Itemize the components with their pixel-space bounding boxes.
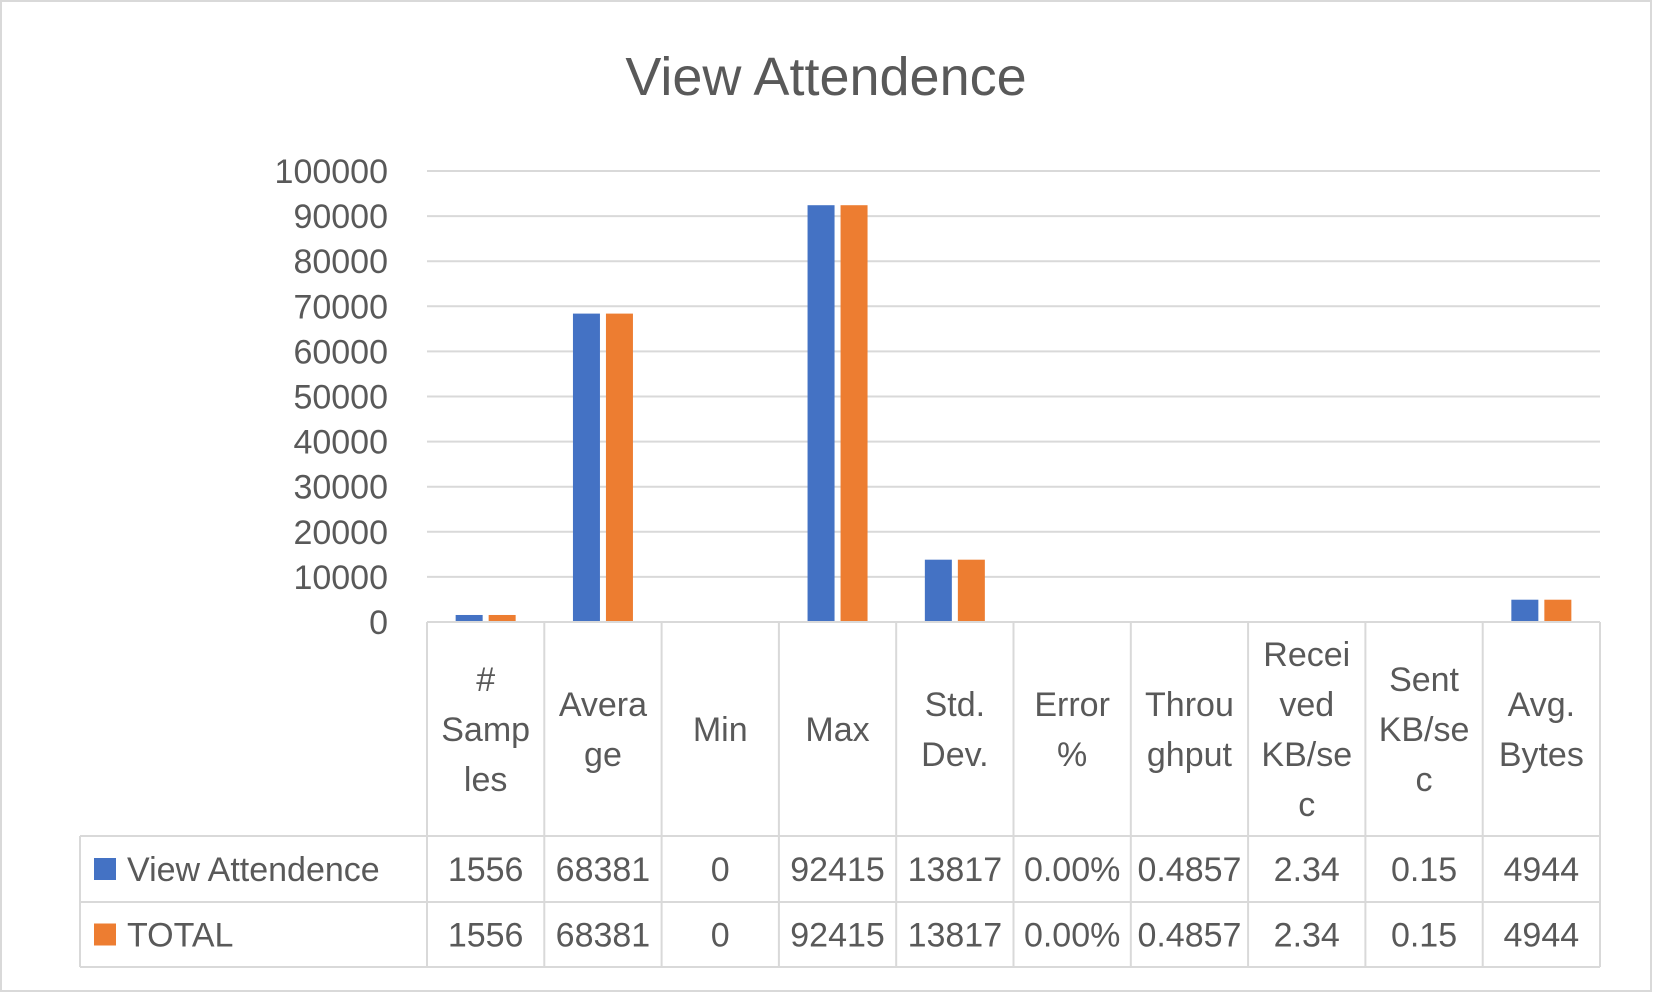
- data-table: # Samp les Avera ge Min Max Std. Dev. Error% Throu…: [79, 621, 1601, 968]
- category-label-line: ved: [1279, 686, 1334, 724]
- category-label: Std. Dev.: [921, 686, 988, 774]
- legend-key: [94, 923, 116, 946]
- category-label: Min: [693, 711, 748, 749]
- category-label-line: Recei: [1263, 636, 1350, 674]
- category-label: Max: [805, 711, 869, 749]
- table-value: 0.15: [1391, 917, 1457, 955]
- category-label-line: %: [1057, 736, 1087, 774]
- bar-view-attendence: [455, 614, 483, 622]
- table-value: 2.34: [1274, 851, 1340, 889]
- category-label-line: Sent: [1389, 661, 1459, 699]
- bar-view-attendence: [807, 205, 835, 622]
- bar-total: [1544, 599, 1572, 622]
- table-value: 13817: [908, 851, 1003, 889]
- y-tick-label: 60000: [293, 333, 388, 371]
- bar-total: [605, 313, 633, 622]
- category-label-line: Avg.: [1508, 686, 1575, 724]
- category-label-line: Max: [805, 711, 869, 749]
- series-name: TOTAL: [127, 917, 233, 955]
- y-tick-label: 50000: [293, 379, 388, 417]
- table-value: 0.15: [1391, 851, 1457, 889]
- table-value: 68381: [556, 917, 651, 955]
- y-axis: 0 10000 20000 30000 40000 50000 60000 70000 8000…: [275, 153, 388, 642]
- category-label-line: Error: [1034, 686, 1110, 724]
- y-tick-label: 90000: [293, 198, 388, 236]
- category-label-line: Throu: [1145, 686, 1234, 724]
- table-value: 68381: [556, 851, 651, 889]
- category-label-line: ge: [584, 736, 622, 774]
- table-value: 0.4857: [1137, 917, 1241, 955]
- y-tick-label: 30000: [293, 469, 388, 507]
- table-value: 0.4857: [1137, 851, 1241, 889]
- table-value: 2.34: [1274, 917, 1340, 955]
- legend-key: [94, 858, 116, 880]
- category-label: # Samp les: [441, 661, 530, 799]
- chart-title: View Attendence: [625, 47, 1026, 107]
- table-value: 1556: [448, 917, 524, 955]
- category-label-line: c: [1416, 761, 1433, 799]
- table-value: 0.00%: [1024, 851, 1120, 889]
- category-label-line: KB/se: [1379, 711, 1470, 749]
- bar-total: [957, 559, 985, 622]
- y-tick-label: 10000: [293, 559, 388, 597]
- table-value: 4944: [1504, 917, 1580, 955]
- bar-total: [488, 614, 516, 622]
- table-value: 0: [711, 917, 730, 955]
- bars: [455, 205, 1572, 622]
- category-label: Sent KB/se c: [1379, 661, 1470, 799]
- y-tick-label: 80000: [293, 243, 388, 281]
- bar-view-attendence: [572, 313, 600, 622]
- category-label: Throu ghput: [1145, 686, 1234, 774]
- table-value: 92415: [790, 851, 885, 889]
- category-label-line: Avera: [559, 686, 647, 724]
- category-label-line: Samp: [441, 711, 530, 749]
- category-label-line: Bytes: [1499, 736, 1584, 774]
- category-label: Avg. Bytes: [1499, 686, 1584, 774]
- category-label-line: #: [476, 661, 495, 699]
- bar-view-attendence: [1511, 599, 1539, 622]
- y-tick-label: 100000: [275, 153, 388, 191]
- table-value: 4944: [1504, 851, 1580, 889]
- category-label: Avera ge: [559, 686, 647, 774]
- category-label: Recei ved KB/se c: [1261, 636, 1352, 824]
- y-tick-label: 40000: [293, 424, 388, 462]
- y-tick-label: 20000: [293, 514, 388, 552]
- category-label-line: les: [464, 761, 507, 799]
- category-label-line: c: [1298, 786, 1315, 824]
- table-value: 92415: [790, 917, 885, 955]
- table-value: 0.00%: [1024, 917, 1120, 955]
- y-tick-label: 0: [369, 604, 388, 642]
- table-value: 13817: [908, 917, 1003, 955]
- category-label-line: Min: [693, 711, 748, 749]
- category-label-line: Std.: [925, 686, 985, 724]
- category-label-line: ghput: [1147, 736, 1233, 774]
- y-tick-label: 70000: [293, 288, 388, 326]
- category-label-line: KB/se: [1261, 736, 1352, 774]
- table-value: 0: [711, 851, 730, 889]
- category-label: Error%: [1034, 686, 1110, 774]
- bar-view-attendence: [924, 559, 952, 622]
- series-name: View Attendence: [127, 851, 380, 889]
- bar-total: [840, 205, 868, 622]
- category-label-line: Dev.: [921, 736, 988, 774]
- table-value: 1556: [448, 851, 524, 889]
